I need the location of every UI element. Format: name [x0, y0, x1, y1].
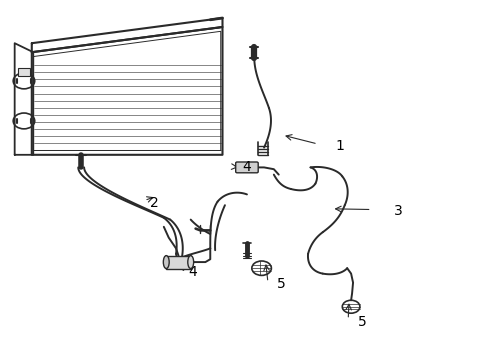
Text: 4: 4: [242, 161, 251, 174]
FancyBboxPatch shape: [235, 162, 258, 173]
Text: 4: 4: [188, 265, 197, 279]
Text: 5: 5: [357, 315, 366, 329]
Bar: [18, 68, 30, 76]
Ellipse shape: [163, 256, 169, 269]
Text: 1: 1: [335, 139, 344, 153]
Text: 2: 2: [149, 197, 158, 210]
Ellipse shape: [187, 256, 193, 269]
Text: 3: 3: [393, 204, 402, 217]
Text: 5: 5: [276, 278, 285, 291]
Bar: [166, 256, 190, 269]
